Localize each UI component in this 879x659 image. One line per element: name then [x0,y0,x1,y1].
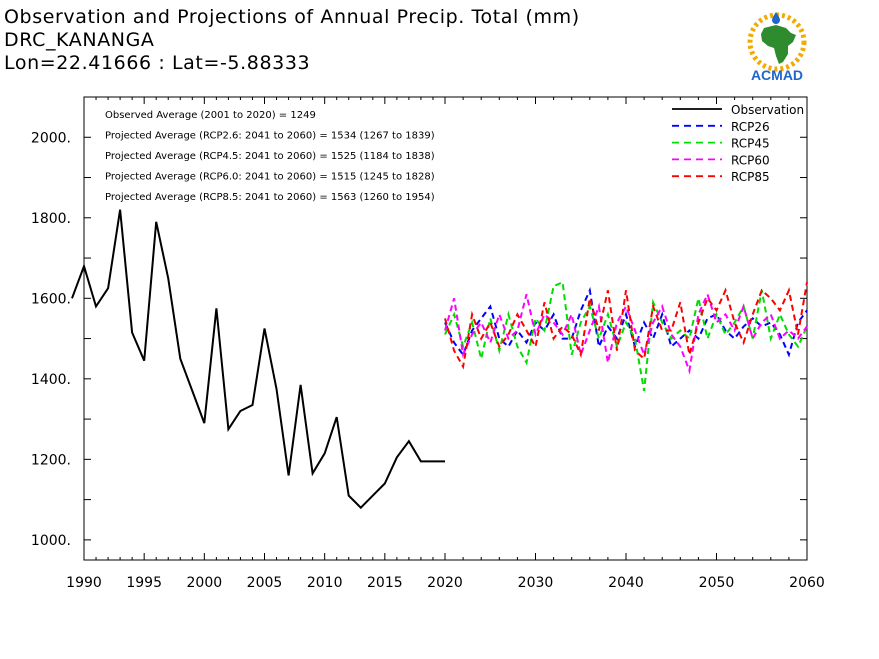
x-tick-label: 2000 [187,575,223,591]
y-tick-label: 1600. [31,291,71,307]
x-tick-label: 2005 [247,575,283,591]
legend-label: RCP26 [731,120,770,134]
annotation-text: Observed Average (2001 to 2020) = 1249 [105,110,316,121]
station-coordinates: Lon=22.41666 : Lat=-5.88333 [4,52,311,74]
africa-map-logo-icon: ACMAD [747,12,807,83]
tick-marks: 1000. 1200. 1400. 1600. 1800. 2000. 1990 1995 20… [31,96,825,591]
x-tick-label: 2020 [427,575,463,591]
x-tick-label: 2015 [367,575,403,591]
x-tick-label: 2060 [789,575,825,591]
legend-label: RCP45 [731,137,770,151]
y-tick-label: 2000. [31,130,71,146]
logo-text: ACMAD [751,67,803,83]
logo-africa-shape [761,25,796,64]
series-lines [71,209,808,510]
legend-label: Observation [731,103,804,117]
legend: Observation RCP26 RCP45 RCP60 RCP85 [672,103,804,184]
y-tick-label: 1400. [31,372,71,388]
legend-label: RCP60 [731,153,770,167]
logo-water-drop [772,12,780,24]
series-line-rcp60 [444,291,808,375]
x-tick-label: 1990 [66,575,102,591]
series-line-observation [71,209,445,510]
x-tick-label: 1995 [126,575,162,591]
annotation-text: Projected Average (RCP4.5: 2041 to 2060)… [105,151,435,162]
station-name: DRC_KANANGA [4,29,155,51]
x-tick-label: 2040 [608,575,644,591]
x-tick-label: 2030 [518,575,554,591]
annotations: Observed Average (2001 to 2020) = 1249 Pr… [105,110,435,203]
legend-label: RCP85 [731,170,770,184]
y-tick-label: 1200. [31,452,71,468]
x-tick-label: 2010 [307,575,343,591]
y-tick-label: 1000. [31,533,71,549]
annotation-text: Projected Average (RCP8.5: 2041 to 2060)… [105,192,435,203]
annotation-text: Projected Average (RCP6.0: 2041 to 2060)… [105,172,435,183]
series-line-rcp85 [444,282,808,370]
chart-title: Observation and Projections of Annual Pr… [4,6,580,28]
y-tick-label: 1800. [31,211,71,227]
title-block: Observation and Projections of Annual Pr… [4,6,580,75]
annotation-text: Projected Average (RCP2.6: 2041 to 2060)… [105,131,435,142]
x-tick-label: 2050 [699,575,735,591]
series-line-rcp45 [444,280,808,392]
